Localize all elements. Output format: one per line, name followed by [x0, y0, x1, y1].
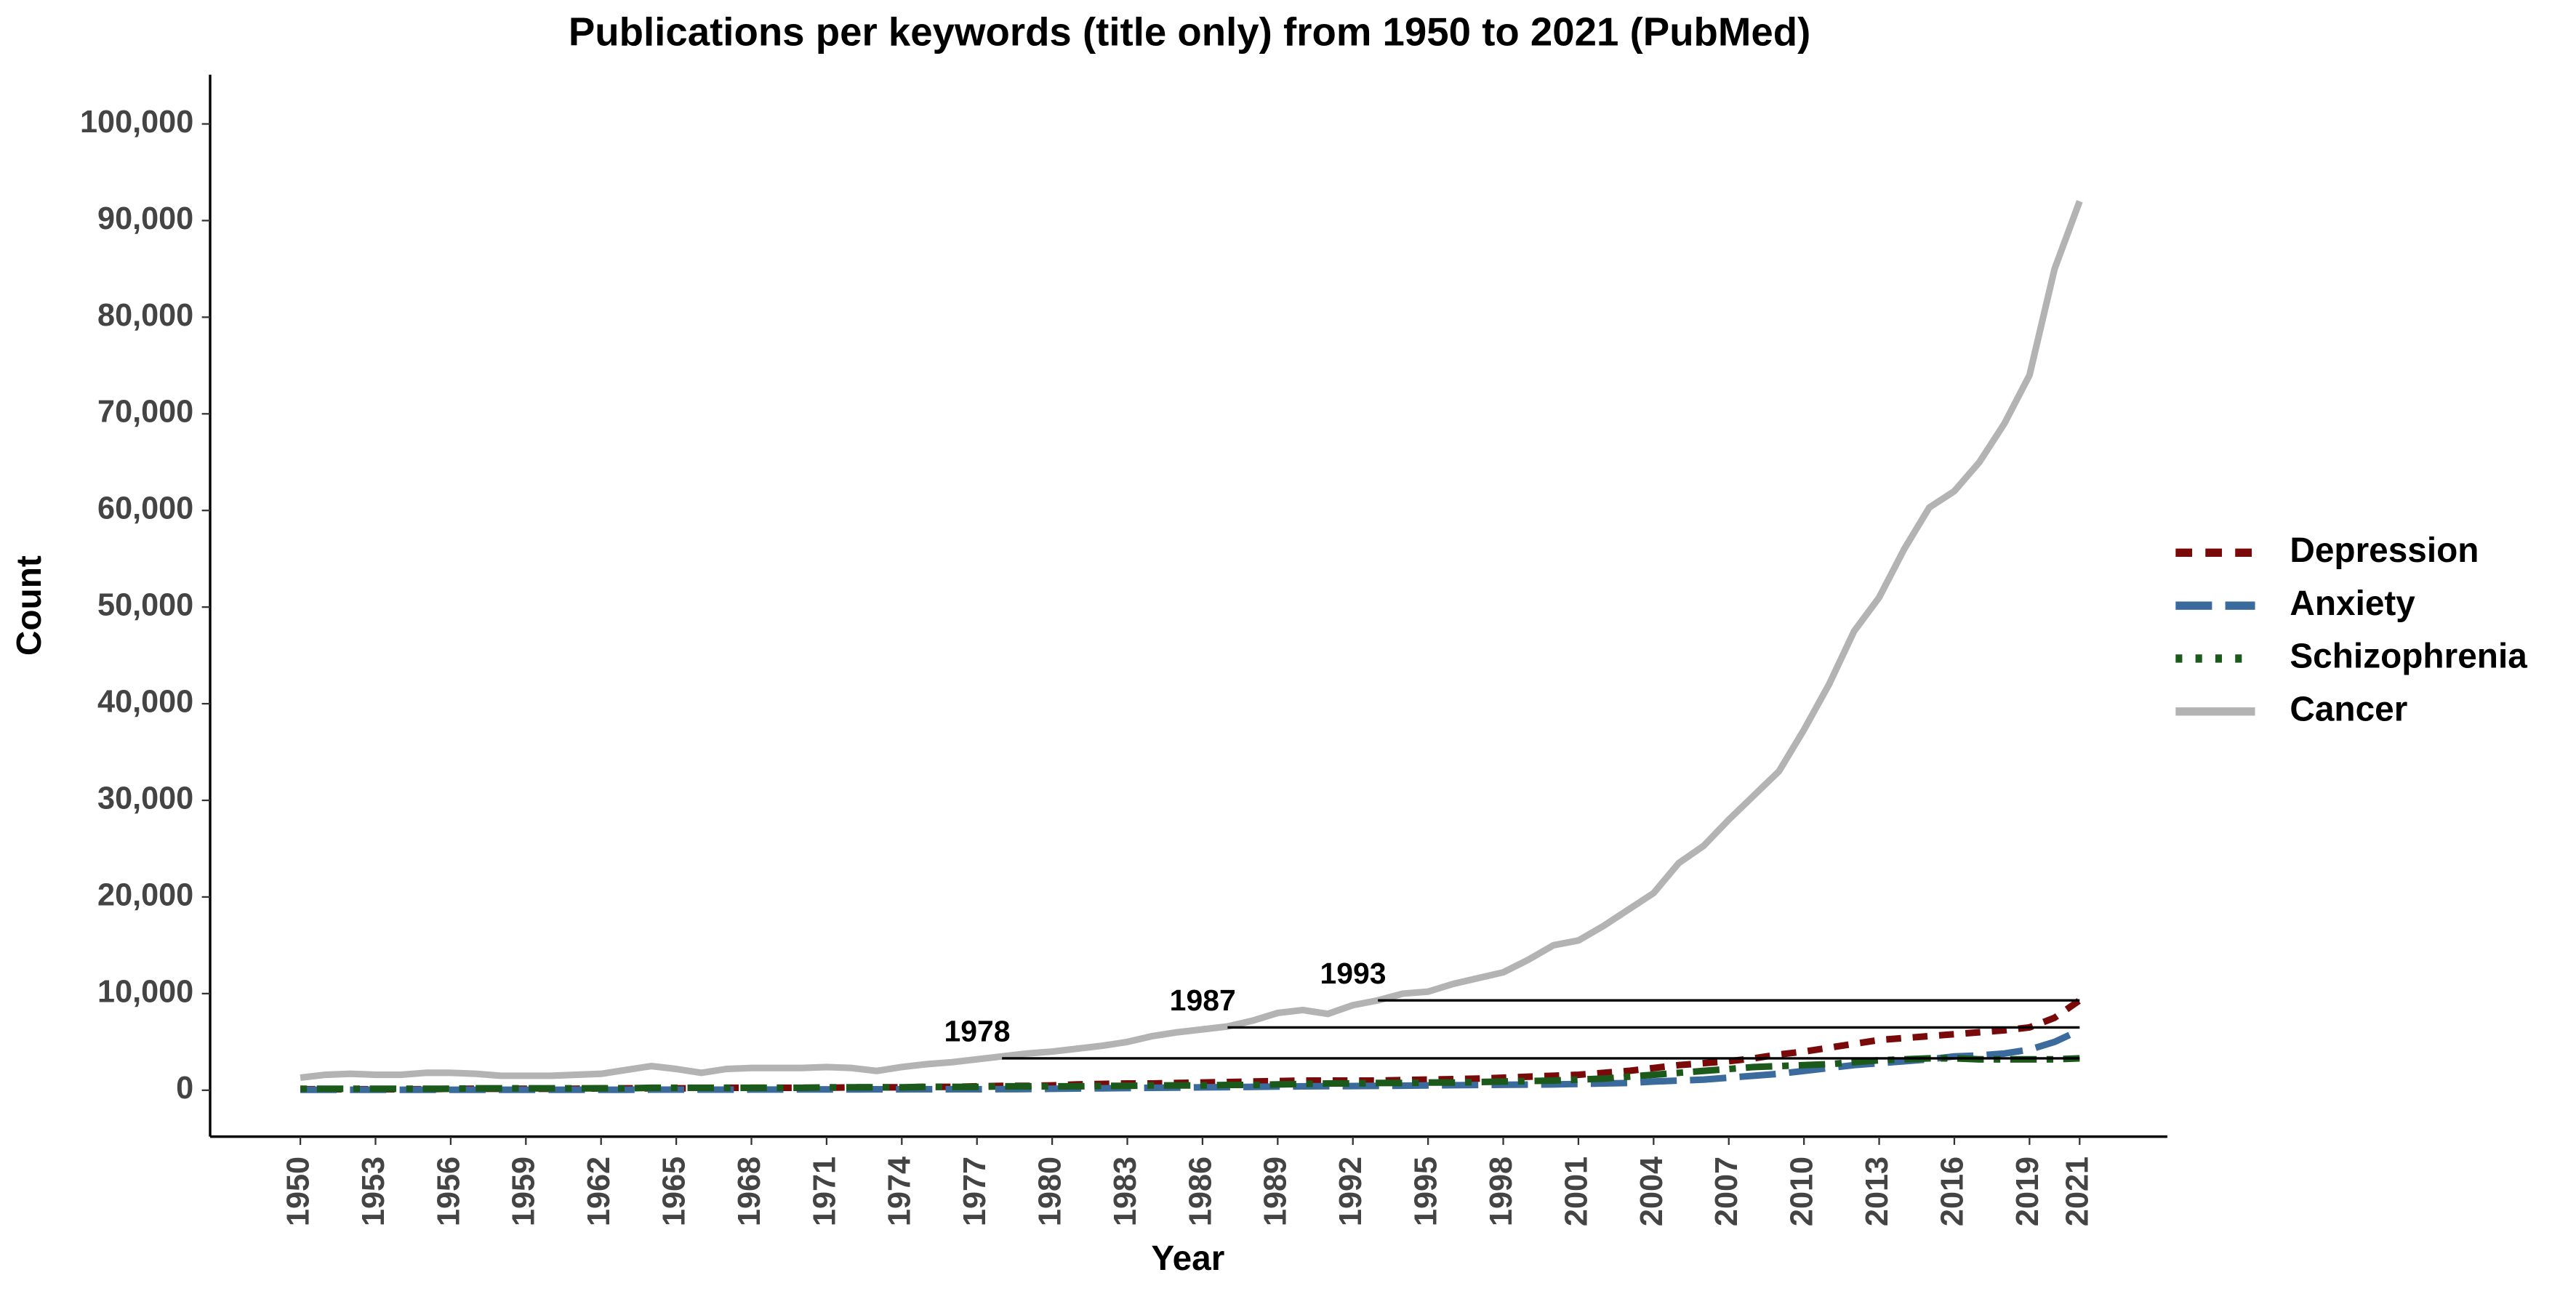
- x-tick-label: 2001: [1559, 1157, 1594, 1226]
- x-tick-label: 2019: [2010, 1157, 2045, 1226]
- x-tick-label: 1980: [1033, 1157, 1068, 1226]
- x-tick-label: 1971: [807, 1157, 842, 1226]
- y-tick-label: 0: [176, 1071, 193, 1106]
- x-tick-label: 1992: [1333, 1157, 1368, 1226]
- x-tick-label: 1983: [1108, 1157, 1143, 1226]
- y-axis-title: Count: [10, 555, 49, 656]
- legend-label: Depression: [2290, 531, 2479, 570]
- y-tick-label: 10,000: [97, 974, 193, 1009]
- x-axis-title: Year: [1151, 1239, 1224, 1278]
- series-line: [300, 1027, 2082, 1093]
- y-tick-label: 70,000: [97, 395, 193, 430]
- annotation-label: 1978: [944, 1015, 1010, 1048]
- x-tick-label: 1959: [507, 1157, 542, 1226]
- annotation-label: 1987: [1170, 984, 1236, 1017]
- x-tick-label: 1977: [958, 1157, 992, 1226]
- x-tick-label: 1998: [1484, 1157, 1519, 1226]
- x-tick-label: 2021: [2061, 1157, 2095, 1226]
- x-tick-label: 1968: [732, 1157, 767, 1226]
- x-tick-label: 2016: [1935, 1157, 1970, 1226]
- x-tick-label: 1986: [1183, 1157, 1218, 1226]
- x-tick-label: 1953: [356, 1157, 391, 1226]
- x-tick-label: 2010: [1785, 1157, 1820, 1226]
- legend-label: Anxiety: [2290, 584, 2415, 623]
- series-line: [300, 1055, 2080, 1093]
- y-tick-label: 40,000: [97, 685, 193, 720]
- y-tick-label: 20,000: [97, 877, 193, 912]
- y-tick-label: 30,000: [97, 781, 193, 816]
- x-tick-label: 2007: [1709, 1157, 1744, 1226]
- y-tick-label: 90,000: [97, 201, 193, 236]
- annotation-label: 1993: [1320, 957, 1387, 990]
- x-tick-label: 1956: [431, 1157, 466, 1226]
- x-tick-label: 1995: [1409, 1157, 1444, 1226]
- x-tick-label: 2004: [1634, 1157, 1669, 1226]
- x-tick-label: 1989: [1259, 1157, 1293, 1226]
- x-tick-label: 1965: [657, 1157, 692, 1226]
- x-tick-label: 1974: [883, 1157, 918, 1226]
- y-tick-label: 80,000: [97, 298, 193, 333]
- x-tick-label: 2013: [1860, 1157, 1895, 1226]
- series-line: [300, 200, 2083, 1082]
- y-tick-label: 50,000: [97, 588, 193, 623]
- x-tick-label: 1962: [582, 1157, 617, 1226]
- chart-title: Publications per keywords (title only) f…: [569, 10, 1810, 55]
- legend-label: Cancer: [2290, 690, 2407, 728]
- y-tick-label: 100,000: [80, 105, 193, 140]
- legend-label: Schizophrenia: [2290, 638, 2527, 676]
- x-tick-label: 1950: [281, 1157, 316, 1226]
- y-tick-label: 60,000: [97, 491, 193, 526]
